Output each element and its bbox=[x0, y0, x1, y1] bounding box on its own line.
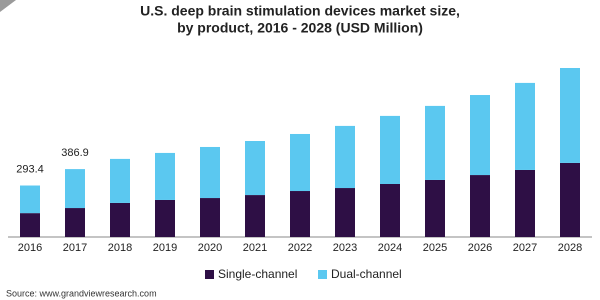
bar-segment bbox=[110, 158, 130, 203]
x-tick-label: 2025 bbox=[423, 242, 447, 254]
x-tick-label: 2024 bbox=[378, 242, 402, 254]
bar-segment bbox=[155, 152, 175, 200]
legend-swatch bbox=[205, 270, 214, 279]
chart-title: U.S. deep brain stimulation devices mark… bbox=[140, 3, 460, 19]
bar-segment bbox=[560, 67, 580, 163]
x-tick-label: 2026 bbox=[468, 242, 492, 254]
bar-segment bbox=[425, 179, 445, 237]
bar-segment bbox=[425, 105, 445, 180]
x-tick-label: 2020 bbox=[198, 242, 222, 254]
bar-segment bbox=[335, 188, 355, 237]
bar-segment bbox=[335, 125, 355, 189]
bar-segment bbox=[290, 191, 310, 237]
bar-segment bbox=[290, 133, 310, 192]
bar-segment bbox=[20, 185, 40, 214]
bar-segment bbox=[560, 162, 580, 237]
legend-label: Single-channel bbox=[218, 267, 297, 281]
x-tick-label: 2018 bbox=[108, 242, 132, 254]
x-tick-label: 2022 bbox=[288, 242, 312, 254]
source: Source: www.grandviewresearch.com bbox=[6, 288, 157, 298]
value-label: 386.9 bbox=[61, 147, 89, 159]
bar-segment bbox=[110, 202, 130, 237]
bar-segment bbox=[65, 208, 85, 237]
corner-decoration bbox=[0, 0, 16, 12]
bar-segment bbox=[470, 95, 490, 176]
legend-swatch bbox=[318, 270, 327, 279]
x-tick-label: 2027 bbox=[513, 242, 537, 254]
x-tick-label: 2023 bbox=[333, 242, 357, 254]
bar-segment bbox=[245, 141, 265, 196]
x-tick-label: 2017 bbox=[63, 242, 87, 254]
bar-segment bbox=[200, 198, 220, 237]
bar-segment bbox=[380, 183, 400, 237]
bar-segment bbox=[245, 195, 265, 237]
bar-segment bbox=[200, 146, 220, 199]
bar-segment bbox=[515, 169, 535, 237]
bar-segment bbox=[470, 175, 490, 237]
bar-segment bbox=[380, 115, 400, 184]
x-tick-label: 2016 bbox=[18, 242, 42, 254]
legend-label: Dual-channel bbox=[331, 267, 402, 281]
x-tick-label: 2028 bbox=[558, 242, 582, 254]
value-label: 293.4 bbox=[16, 163, 44, 175]
bar-segment bbox=[155, 199, 175, 237]
bar-segment bbox=[65, 169, 85, 209]
bar-segment bbox=[20, 213, 40, 237]
bar-segment bbox=[515, 82, 535, 170]
chart-subtitle: by product, 2016 - 2028 (USD Million) bbox=[177, 20, 423, 36]
x-tick-label: 2021 bbox=[243, 242, 267, 254]
x-tick-label: 2019 bbox=[153, 242, 177, 254]
